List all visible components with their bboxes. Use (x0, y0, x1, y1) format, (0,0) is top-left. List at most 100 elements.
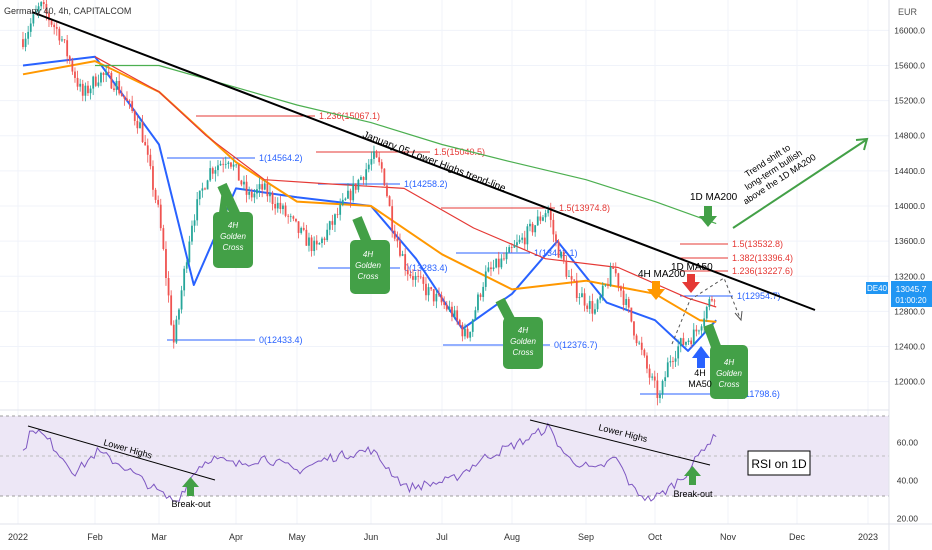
candle-body-103 (289, 216, 292, 218)
candle-body-60 (178, 309, 180, 320)
candle-body-34 (110, 72, 113, 89)
candle-body-83 (237, 164, 240, 181)
fib-label-13: 0(11798.6) (737, 389, 780, 399)
y-tick-label-0: 16000.0 (894, 25, 925, 35)
candle-body-133 (367, 164, 370, 170)
candle-body-37 (118, 80, 121, 94)
candle-body-4 (32, 14, 35, 24)
rsi-breakout-label-1: Break-out (171, 499, 211, 509)
candle-body-131 (362, 177, 365, 180)
candle-body-74 (214, 170, 217, 174)
symbol-tag (866, 282, 888, 294)
candle-body-254 (682, 338, 685, 345)
fib-label-2: 0(12433.4) (259, 335, 303, 345)
moving-averages (22, 55, 717, 352)
candle-body-24 (84, 85, 87, 96)
candle-body-99 (279, 202, 282, 210)
candle-body-168 (458, 320, 461, 325)
fib-label-3: 1.5(15040.5) (434, 147, 485, 157)
currency-label: EUR (898, 7, 918, 17)
candle-body-222 (599, 296, 602, 300)
candle-body-79 (227, 162, 230, 164)
fib-label-7: 1(13442.1) (534, 248, 578, 258)
candle-body-66 (193, 220, 196, 226)
candle-body-7 (40, 2, 43, 7)
candle-body-161 (440, 295, 443, 303)
candle-body-233 (627, 299, 630, 308)
candle-body-261 (700, 326, 703, 331)
candle-body-121 (336, 214, 339, 216)
rsi-tick-label-0: 60.00 (897, 437, 919, 447)
candle-body-106 (297, 221, 300, 233)
candle-body-259 (695, 329, 698, 332)
candle-body-124 (344, 198, 347, 200)
candle-body-112 (313, 240, 316, 252)
candle-body-148 (406, 269, 409, 275)
candle-body-21 (76, 77, 79, 87)
candle-body-113 (315, 240, 318, 245)
candle-body-217 (586, 305, 589, 309)
candle-body-177 (482, 286, 485, 297)
candle-body-29 (97, 82, 100, 86)
candle-body-172 (469, 331, 472, 338)
y-tick-label-10: 12000.0 (894, 377, 925, 387)
candle-body-238 (640, 342, 643, 350)
candle-body-48 (146, 145, 149, 155)
candle-body-173 (471, 319, 474, 332)
candle-body-22 (79, 83, 82, 87)
candle-body-165 (451, 306, 453, 317)
rsi-axis: 60.00 40.00 20.00 (897, 437, 919, 523)
projection-arrow-icon (734, 310, 743, 322)
candle-body-107 (300, 227, 303, 233)
trend-shift-arrowhead-icon (855, 137, 869, 151)
ma50-4h-arrow-icon (692, 346, 710, 368)
candle-body-36 (115, 80, 118, 91)
rsi-line (22, 422, 717, 502)
candle-body-245 (659, 394, 661, 399)
price-scale-bg (889, 0, 932, 550)
candle-body-68 (198, 190, 201, 200)
candle-body-16 (63, 39, 66, 41)
candle-body-43 (133, 110, 136, 121)
candle-body-232 (625, 299, 628, 305)
candle-body-67 (196, 199, 199, 221)
candle-body-221 (596, 299, 599, 310)
candle-body-9 (45, 4, 48, 14)
ma50-4h-label: 4H MA50 (688, 368, 712, 389)
candle-body-77 (222, 163, 225, 165)
candle-body-123 (341, 199, 344, 205)
x-tick-label-12: 2023 (858, 532, 878, 542)
candle-body-18 (68, 56, 71, 61)
fib-label-10: 1.382(13396.4) (732, 253, 793, 263)
candle-body-241 (648, 368, 651, 378)
candle-body-204 (552, 219, 555, 235)
candle-body-153 (419, 276, 422, 278)
candle-body-187 (508, 247, 511, 253)
y-tick-label-9: 12400.0 (894, 342, 925, 352)
y-tick-label-1: 15600.0 (894, 60, 925, 70)
candle-body-129 (357, 179, 360, 190)
candle-body-14 (58, 28, 61, 41)
golden-cross-label-4: 4H Golden Cross (716, 358, 742, 389)
candle-body-246 (661, 380, 664, 395)
candle-body-138 (380, 162, 383, 169)
lower-highs-trendline[interactable] (31, 11, 816, 311)
candle-body-92 (261, 184, 264, 190)
x-tick-label-11: Dec (789, 532, 806, 542)
candle-body-78 (224, 163, 227, 165)
candle-body-12 (53, 24, 56, 28)
candle-body-96 (271, 192, 274, 205)
candle-body-264 (708, 299, 711, 307)
candle-body-111 (310, 237, 313, 252)
candle-body-155 (425, 283, 427, 296)
candle-body-151 (414, 275, 417, 280)
y-tick-label-5: 14000.0 (894, 201, 925, 211)
candle-body-212 (573, 279, 576, 281)
candle-body-82 (235, 164, 238, 166)
candle-body-215 (581, 293, 583, 298)
candle-body-167 (456, 310, 459, 321)
candle-body-23 (81, 83, 84, 96)
candle-body-171 (466, 328, 469, 338)
candle-body-86 (245, 181, 248, 195)
